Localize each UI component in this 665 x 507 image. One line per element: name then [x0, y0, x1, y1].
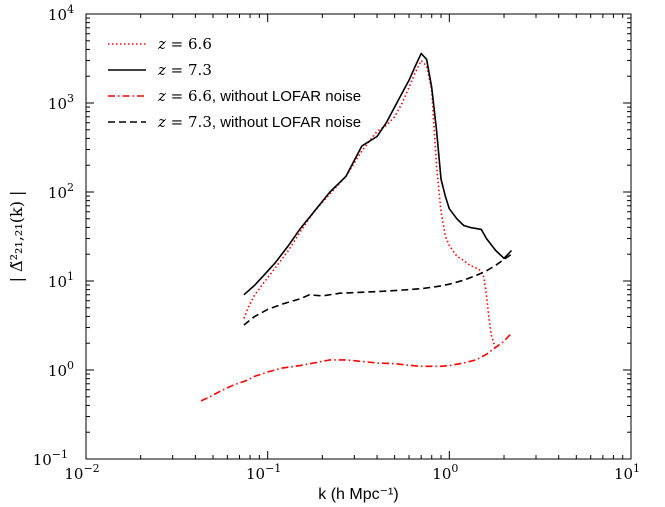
- series-line-3: [200, 332, 513, 402]
- y-tick-label: 10−1: [33, 448, 68, 469]
- plot-frame: [85, 13, 632, 460]
- series-line-1: [243, 59, 497, 350]
- y-tick-label: 103: [48, 92, 74, 113]
- x-tick-label: 101: [614, 462, 640, 483]
- legend-label-1: z = 6.6: [157, 35, 212, 53]
- x-axis-label: k (h Mpc⁻¹): [318, 486, 398, 503]
- series-line-4: [243, 253, 512, 326]
- legend-label-4: z = 7.3, without LOFAR noise: [157, 113, 361, 131]
- legend: z = 6.6 z = 7.3 z = 6.6, without LOFAR noi…: [108, 35, 361, 131]
- ticks-layer: [85, 13, 632, 460]
- x-tick-label: 10−1: [246, 462, 281, 483]
- y-axis-label: | Δ̃²₂₁,₂₁(k) |: [7, 191, 26, 283]
- y-tick-label: 101: [48, 270, 74, 291]
- x-tick-label: 10−2: [64, 462, 99, 483]
- legend-label-3: z = 6.6, without LOFAR noise: [157, 87, 361, 105]
- x-tick-label: 100: [432, 462, 458, 483]
- series-line-2: [243, 52, 513, 296]
- series-layer: [200, 52, 513, 402]
- legend-label-2: z = 7.3: [157, 61, 212, 79]
- y-tick-label: 104: [48, 3, 74, 24]
- y-tick-label: 102: [48, 181, 74, 202]
- y-tick-label: 100: [48, 359, 74, 380]
